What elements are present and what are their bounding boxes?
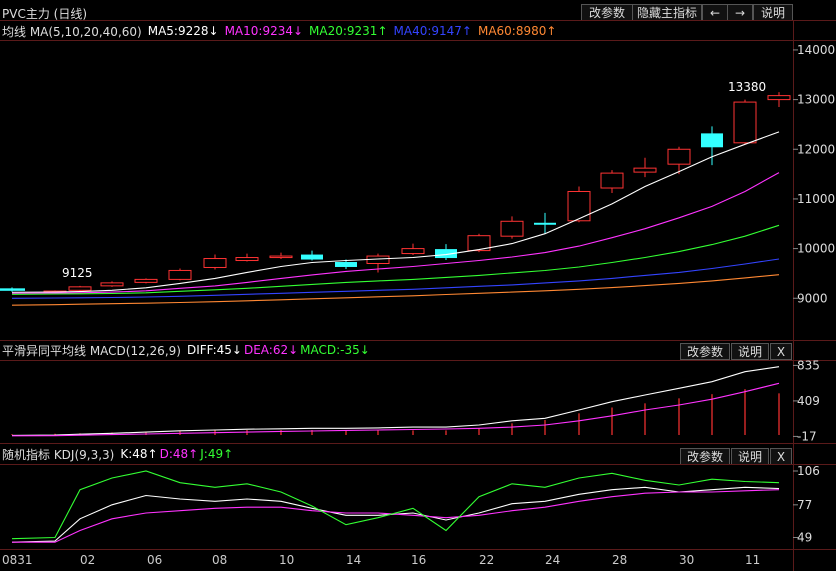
x-tick-label: 16 xyxy=(411,553,426,567)
macd-legend: 平滑异同平均线 MACD(12,26,9) DIFF:45↓ DEA:62↓ M… xyxy=(2,340,376,360)
x-tick-label: 08 xyxy=(212,553,227,567)
y-tick-label: 9000 xyxy=(797,291,828,305)
candle-body xyxy=(534,222,556,225)
candle-body xyxy=(767,95,791,101)
x-tick-label: 24 xyxy=(545,553,560,567)
candle-body xyxy=(301,254,323,260)
y-tick-label: 835 xyxy=(797,358,820,372)
series-line-ma5 xyxy=(11,131,780,293)
x-tick-label: 02 xyxy=(80,553,95,567)
series-line-ma20 xyxy=(11,224,780,295)
legend-dea: DEA:62↓ xyxy=(243,343,299,357)
legend-ma20: MA20:9231↑ xyxy=(309,24,388,38)
y-tick-label: 11000 xyxy=(797,192,835,206)
legend-j: J:49↑ xyxy=(200,447,234,461)
candle-body xyxy=(633,167,657,173)
series-line-diff xyxy=(11,366,780,436)
high-price-label: 13380 xyxy=(728,80,766,94)
candle-body xyxy=(0,288,25,291)
candle-body xyxy=(401,248,425,255)
x-tick-label: 22 xyxy=(479,553,494,567)
x-tick-label: 11 xyxy=(745,553,760,567)
candle-body xyxy=(235,257,259,262)
legend-diff: DIFF:45↓ xyxy=(186,343,242,357)
x-tick-label: 0831 xyxy=(2,553,33,567)
series-line-d xyxy=(12,489,780,543)
x-tick-label: 06 xyxy=(147,553,162,567)
legend-ma10: MA10:9234↓ xyxy=(224,24,304,38)
candle-body xyxy=(701,133,723,148)
main-indicator-name: 均线 MA(5,10,20,40,60) xyxy=(2,24,142,39)
candle-body xyxy=(567,190,591,222)
title-bar: PVC主力 (日线) xyxy=(2,3,93,23)
macd-help-button[interactable]: 说明 xyxy=(731,343,769,360)
macd-change-params-button[interactable]: 改参数 xyxy=(680,343,730,360)
legend-ma40: MA40:9147↑ xyxy=(393,24,472,38)
candle-body xyxy=(667,148,691,165)
low-price-label: 9125 xyxy=(62,266,93,280)
candle-body xyxy=(467,235,491,252)
legend-d: D:48↑ xyxy=(159,447,199,461)
legend-k: K:48↑ xyxy=(120,447,158,461)
candle-body xyxy=(600,172,624,189)
series-line-k xyxy=(11,486,780,543)
candle-body xyxy=(203,258,227,268)
macd-indicator-name: 平滑异同平均线 MACD(12,26,9) xyxy=(2,343,181,358)
x-tick-label: 10 xyxy=(279,553,294,567)
series-line-ma60 xyxy=(11,274,780,306)
candle-body xyxy=(335,262,357,267)
y-tick-label: 409 xyxy=(797,394,820,408)
series-line-ma40 xyxy=(11,258,780,299)
candle-body xyxy=(68,286,92,291)
legend-ma5: MA5:9228↓ xyxy=(147,24,219,38)
x-tick-label: 30 xyxy=(679,553,694,567)
candle-body xyxy=(269,255,293,259)
legend-ma60: MA60:8980↑ xyxy=(477,24,557,38)
y-tick-label: 10000 xyxy=(797,242,835,256)
series-line-dea xyxy=(11,382,780,437)
legend-macd: MACD:-35↓ xyxy=(300,343,370,357)
y-tick-label: 106 xyxy=(797,464,820,478)
y-tick-label: -17 xyxy=(797,429,817,443)
kdj-legend: 随机指标 KDJ(9,3,3) K:48↑ D:48↑ J:49↑ xyxy=(2,444,239,464)
chart-title: PVC主力 (日线) xyxy=(2,6,88,21)
y-tick-label: 12000 xyxy=(797,142,835,156)
x-tick-label: 28 xyxy=(612,553,627,567)
y-tick-label: 14000 xyxy=(797,43,835,57)
y-tick-label: 49 xyxy=(797,531,812,545)
candle-body xyxy=(134,278,158,283)
candle-body xyxy=(435,249,457,259)
candle-body xyxy=(100,282,124,287)
candle-body xyxy=(500,220,524,237)
y-tick-label: 13000 xyxy=(797,93,835,107)
series-line-ma10 xyxy=(11,172,780,294)
macd-close-icon[interactable]: X xyxy=(770,343,792,360)
kdj-indicator-name: 随机指标 KDJ(9,3,3) xyxy=(2,447,115,462)
candle-body xyxy=(168,269,192,280)
candle-body xyxy=(733,101,757,144)
series-line-j xyxy=(11,470,780,540)
main-legend: 均线 MA(5,10,20,40,60) MA5:9228↓ MA10:9234… xyxy=(2,21,562,41)
kdj-change-params-button[interactable]: 改参数 xyxy=(680,448,730,465)
y-tick-label: 77 xyxy=(797,498,812,512)
x-tick-label: 14 xyxy=(346,553,361,567)
